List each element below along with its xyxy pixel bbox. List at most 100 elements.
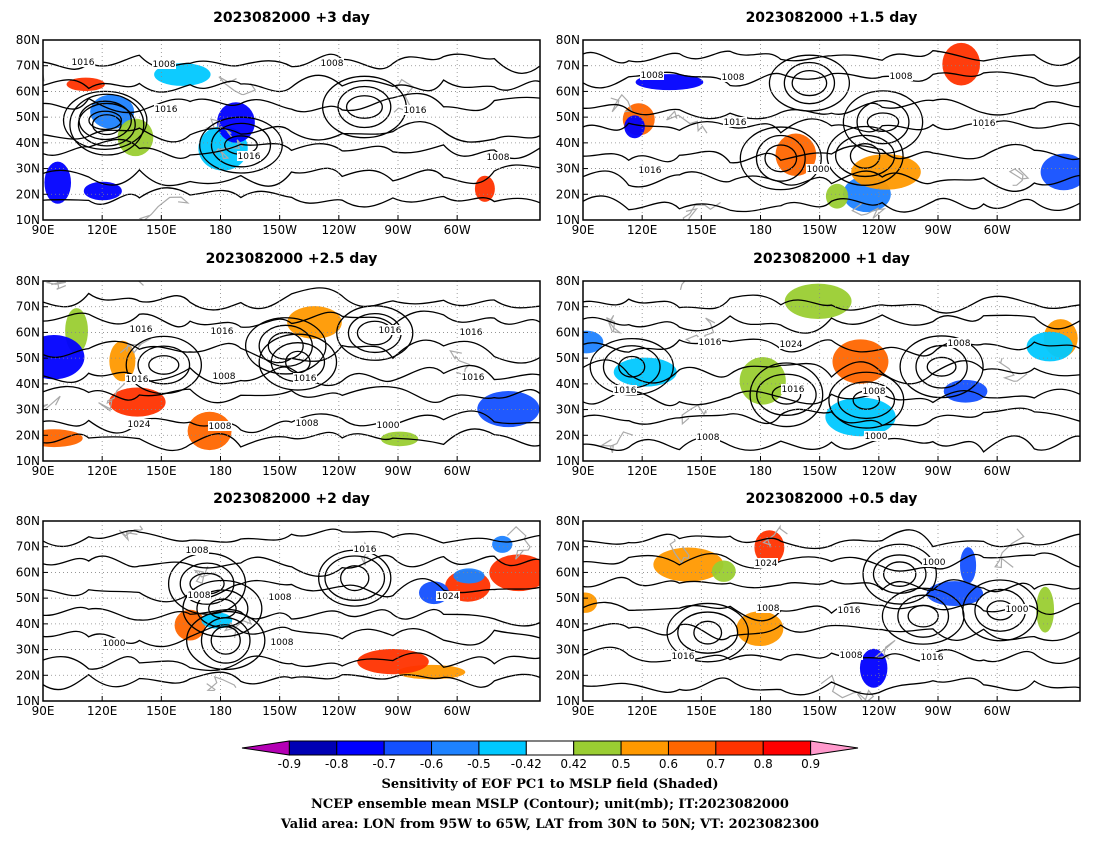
coastline xyxy=(610,93,633,113)
contour-label: 1016 xyxy=(973,119,996,129)
contour-label: 1016 xyxy=(672,652,695,662)
lon-tick-label: 90W xyxy=(924,704,951,718)
mslp-contour xyxy=(43,554,540,577)
coastline xyxy=(669,538,690,564)
panel-title: 2023082000 +2.5 day xyxy=(206,251,378,267)
mslp-closed-contour xyxy=(756,373,817,416)
lon-tick-label: 120W xyxy=(321,464,356,478)
mslp-closed-contour xyxy=(897,594,950,638)
contour-label: 1000 xyxy=(865,432,888,442)
mslp-closed-contour xyxy=(755,134,806,182)
lon-tick-label: 150W xyxy=(802,223,837,237)
lat-tick-label: 30N xyxy=(16,403,40,417)
lat-tick-label: 80N xyxy=(16,514,40,528)
lat-tick-label: 60N xyxy=(16,565,40,579)
lat-tick-label: 40N xyxy=(16,617,40,631)
mslp-closed-contour xyxy=(91,114,122,136)
map-figure: 2023082000 +3 day10161016101610081016100… xyxy=(16,10,1081,770)
lon-tick-label: 120W xyxy=(321,704,356,718)
mslp-closed-contour xyxy=(210,122,272,168)
panel-field: 1016 1016 1000 1008 1016 1008 1024 1008 xyxy=(583,281,1080,461)
coastline xyxy=(684,317,716,347)
contour-label: 1024 xyxy=(437,592,460,602)
lat-tick-label: 10N xyxy=(556,454,580,468)
colorbar-swatch xyxy=(762,740,812,756)
lat-tick-label: 50N xyxy=(16,351,40,365)
colorbar-tick-label: 0.7 xyxy=(706,757,725,770)
mslp-contour xyxy=(583,677,1080,696)
shaded-region xyxy=(357,649,429,675)
lat-tick-label: 50N xyxy=(16,110,40,124)
lon-tick-label: 150E xyxy=(146,704,177,718)
lat-tick-label: 70N xyxy=(556,540,580,554)
contour-label: 1008 xyxy=(209,422,232,432)
lat-tick-label: 40N xyxy=(556,136,580,150)
contour-label: 1008 xyxy=(863,387,886,397)
coastline xyxy=(1008,167,1030,186)
panel-field: 1008 1008 1016 1024 1000 1008 1008 xyxy=(43,521,540,701)
shaded-region xyxy=(217,102,255,143)
lon-tick-label: 150E xyxy=(686,223,717,237)
mslp-contour xyxy=(583,314,1080,334)
lon-tick-label: 180 xyxy=(749,704,772,718)
shaded-region xyxy=(492,535,513,553)
shaded-region xyxy=(613,357,677,387)
colorbar-swatch xyxy=(336,740,385,756)
contour-label: 1016 xyxy=(921,653,944,663)
coastline xyxy=(43,395,61,412)
mslp-closed-contour xyxy=(179,562,235,605)
colorbar: -0.9 -0.8 -0.7 -0.6 -0.5 -0.42 0.42 0.5 0.6 0.7 0.… xyxy=(241,740,859,770)
mslp-contour xyxy=(583,98,1080,120)
lat-tick-label: 50N xyxy=(16,591,40,605)
lon-tick-label: 150W xyxy=(262,464,297,478)
lon-tick-label: 60W xyxy=(444,464,471,478)
shaded-region xyxy=(583,330,604,354)
lon-tick-label: 150E xyxy=(146,223,177,237)
shaded-region xyxy=(739,357,786,405)
mslp-closed-contour xyxy=(77,102,136,147)
contour-label: 1024 xyxy=(128,420,151,430)
panel-frame xyxy=(42,280,541,462)
contour-label: 1000 xyxy=(103,639,126,649)
lon-tick-label: 60W xyxy=(984,223,1011,237)
mslp-contour xyxy=(43,187,540,208)
caption-line-1: Sensitivity of EOF PC1 to MSLP field (Sh… xyxy=(381,777,719,792)
lon-tick-label: 120W xyxy=(861,704,896,718)
mslp-closed-contour xyxy=(78,100,132,141)
contour-label: 1008 xyxy=(948,339,971,349)
mslp-contour xyxy=(583,388,1080,407)
mslp-contour xyxy=(43,606,540,627)
contour-label: 1008 xyxy=(487,153,510,163)
lon-tick-label: 120E xyxy=(87,223,118,237)
coastline xyxy=(606,314,623,334)
contour-label: 1016 xyxy=(724,118,747,128)
lat-tick-label: 50N xyxy=(556,591,580,605)
mslp-closed-contour xyxy=(856,99,910,145)
contour-label: 1008 xyxy=(296,419,319,429)
lon-tick-label: 150E xyxy=(146,464,177,478)
panel-frame xyxy=(42,39,541,221)
mslp-closed-contour xyxy=(926,356,957,377)
coastline xyxy=(666,110,708,134)
lon-tick-label: 120E xyxy=(87,704,118,718)
map-panel: 2023082000 +1.5 day100810161000100810161… xyxy=(556,10,1081,237)
mslp-contour xyxy=(43,310,540,328)
lon-tick-label: 120W xyxy=(861,223,896,237)
lat-tick-label: 80N xyxy=(556,274,580,288)
lon-tick-label: 60W xyxy=(984,464,1011,478)
lat-tick-label: 70N xyxy=(556,300,580,314)
lat-tick-label: 40N xyxy=(556,377,580,391)
shaded-region xyxy=(942,42,981,86)
lat-tick-label: 60N xyxy=(16,325,40,339)
mslp-closed-contour xyxy=(899,335,984,399)
mslp-contour xyxy=(583,646,1080,664)
shaded-region xyxy=(825,183,849,209)
colorbar-swatch xyxy=(525,740,575,756)
coastline xyxy=(762,524,788,549)
mslp-closed-contour xyxy=(285,350,311,374)
panel-field: 1008 1016 1000 1008 1016 1016 1008 xyxy=(583,40,1080,220)
mslp-closed-contour xyxy=(749,362,824,428)
lon-tick-label: 120E xyxy=(87,464,118,478)
colorbar-swatch xyxy=(431,740,480,756)
shaded-region xyxy=(1026,331,1073,362)
